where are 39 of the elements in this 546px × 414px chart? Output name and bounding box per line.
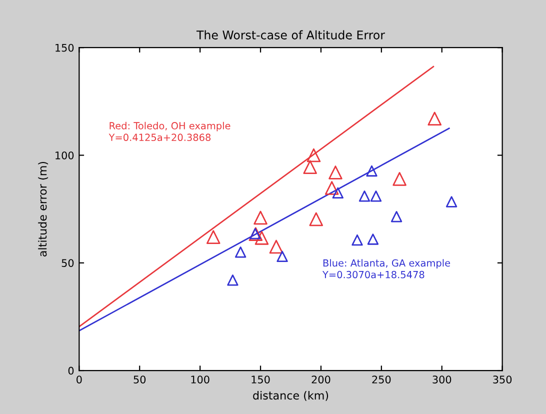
- y-axis-title: altitude error (m): [38, 162, 48, 256]
- point: [390, 211, 402, 222]
- y-tick-label: 100: [56, 151, 74, 160]
- x-axis-title: distance (km): [253, 391, 328, 401]
- point: [428, 112, 442, 126]
- x-tick-label: 100: [191, 376, 210, 384]
- point: [366, 165, 378, 177]
- x-tick-label: 250: [372, 376, 391, 384]
- chart-title: The Worst-case of Altitude Error: [196, 30, 385, 40]
- point: [254, 210, 268, 225]
- y-tick-label: 50: [62, 259, 74, 267]
- point: [234, 246, 246, 258]
- point: [303, 160, 317, 174]
- point: [306, 148, 321, 162]
- point: [254, 231, 269, 245]
- point: [370, 190, 382, 202]
- y-tick-label: 0: [68, 366, 74, 375]
- point: [352, 234, 363, 246]
- x-tick-label: 150: [252, 376, 270, 384]
- point: [324, 181, 339, 195]
- point: [206, 230, 220, 244]
- point: [328, 166, 342, 180]
- point: [276, 250, 288, 262]
- annotation: Red: Toledo, OH example Y=0.4125a+20.3868: [108, 122, 230, 142]
- point: [392, 172, 406, 186]
- point: [227, 274, 238, 286]
- point: [269, 240, 284, 254]
- point: [309, 212, 324, 226]
- point: [367, 234, 379, 245]
- y-tick-label: 150: [56, 44, 74, 52]
- x-tick-label: 350: [493, 376, 512, 384]
- x-tick-label: 200: [312, 376, 330, 384]
- point: [358, 190, 370, 202]
- x-tick-label: 50: [134, 376, 146, 384]
- x-tick-label: 0: [76, 376, 82, 384]
- annotation: Blue: Atlanta, GA example Y=0.3070a+18.5478: [322, 259, 450, 278]
- point: [332, 187, 344, 199]
- point: [446, 196, 458, 208]
- x-tick-label: 300: [432, 376, 452, 384]
